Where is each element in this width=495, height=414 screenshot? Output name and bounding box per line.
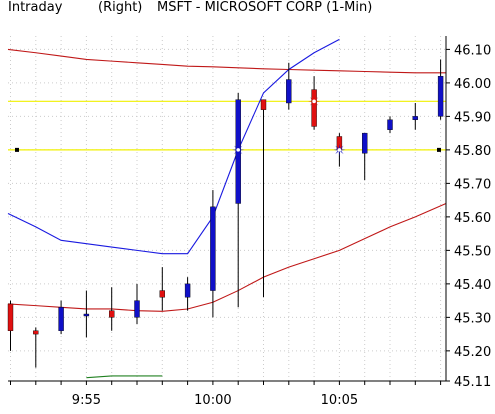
fast-ma-line <box>7 38 340 255</box>
candle-body <box>412 116 418 120</box>
candle-body <box>58 307 64 331</box>
y-axis: 46.10 46.00 45.90 45.80 45.70 45.60 45.50 45.40… <box>446 43 491 390</box>
candles-layer <box>7 59 444 368</box>
candle-body <box>210 206 216 291</box>
x-tick-label: 9:55 <box>72 393 101 408</box>
candle-body <box>387 119 393 130</box>
horizontal-lines-layer <box>8 100 446 152</box>
y-tick-label: 45.50 <box>454 244 491 259</box>
candle-body <box>33 330 39 335</box>
grid-layer <box>8 36 446 382</box>
candle-body <box>184 283 191 298</box>
y-tick-label: 45.70 <box>454 177 491 192</box>
line-end-marker <box>437 147 441 152</box>
signal-star-center <box>312 99 316 104</box>
y-tick-label: 45.40 <box>454 278 491 293</box>
y-tick-label: 46.10 <box>454 43 491 58</box>
candle-body <box>362 132 368 154</box>
candle-body <box>134 300 140 318</box>
x-tick-label: 10:00 <box>194 393 231 408</box>
interval-label: Intraday <box>8 0 63 15</box>
candle-body <box>7 303 14 331</box>
markers-layer <box>232 95 346 156</box>
x-axis: 9:55 10:00 10:05 <box>10 381 442 408</box>
symbol-title: MSFT - MICROSOFT CORP (1-Min) <box>157 0 373 15</box>
candle-body <box>83 313 90 317</box>
y-tick-label: 45.11 <box>454 375 491 390</box>
green-line <box>86 375 163 379</box>
axis-side-label: (Right) <box>98 0 143 15</box>
candle-body <box>260 99 267 110</box>
upper-band-line <box>7 48 446 74</box>
y-tick-label: 45.30 <box>454 311 491 326</box>
y-tick-label: 45.20 <box>454 345 491 360</box>
plot-frame <box>8 36 447 382</box>
y-tick-label: 45.90 <box>454 110 491 125</box>
candle-body <box>108 310 115 318</box>
indicators-layer <box>7 38 447 379</box>
candle-body <box>286 79 292 104</box>
candle-body <box>311 89 317 127</box>
y-tick-label: 45.60 <box>454 211 491 226</box>
x-tick-label: 10:05 <box>321 393 358 408</box>
lower-band-line <box>7 202 447 312</box>
line-end-marker <box>15 147 19 152</box>
signal-star-center <box>236 148 240 152</box>
candle-body <box>437 75 444 117</box>
y-tick-label: 45.80 <box>454 144 491 159</box>
y-tick-label: 46.00 <box>454 77 491 92</box>
signal-star-center <box>337 148 342 152</box>
candle-body <box>159 290 166 298</box>
